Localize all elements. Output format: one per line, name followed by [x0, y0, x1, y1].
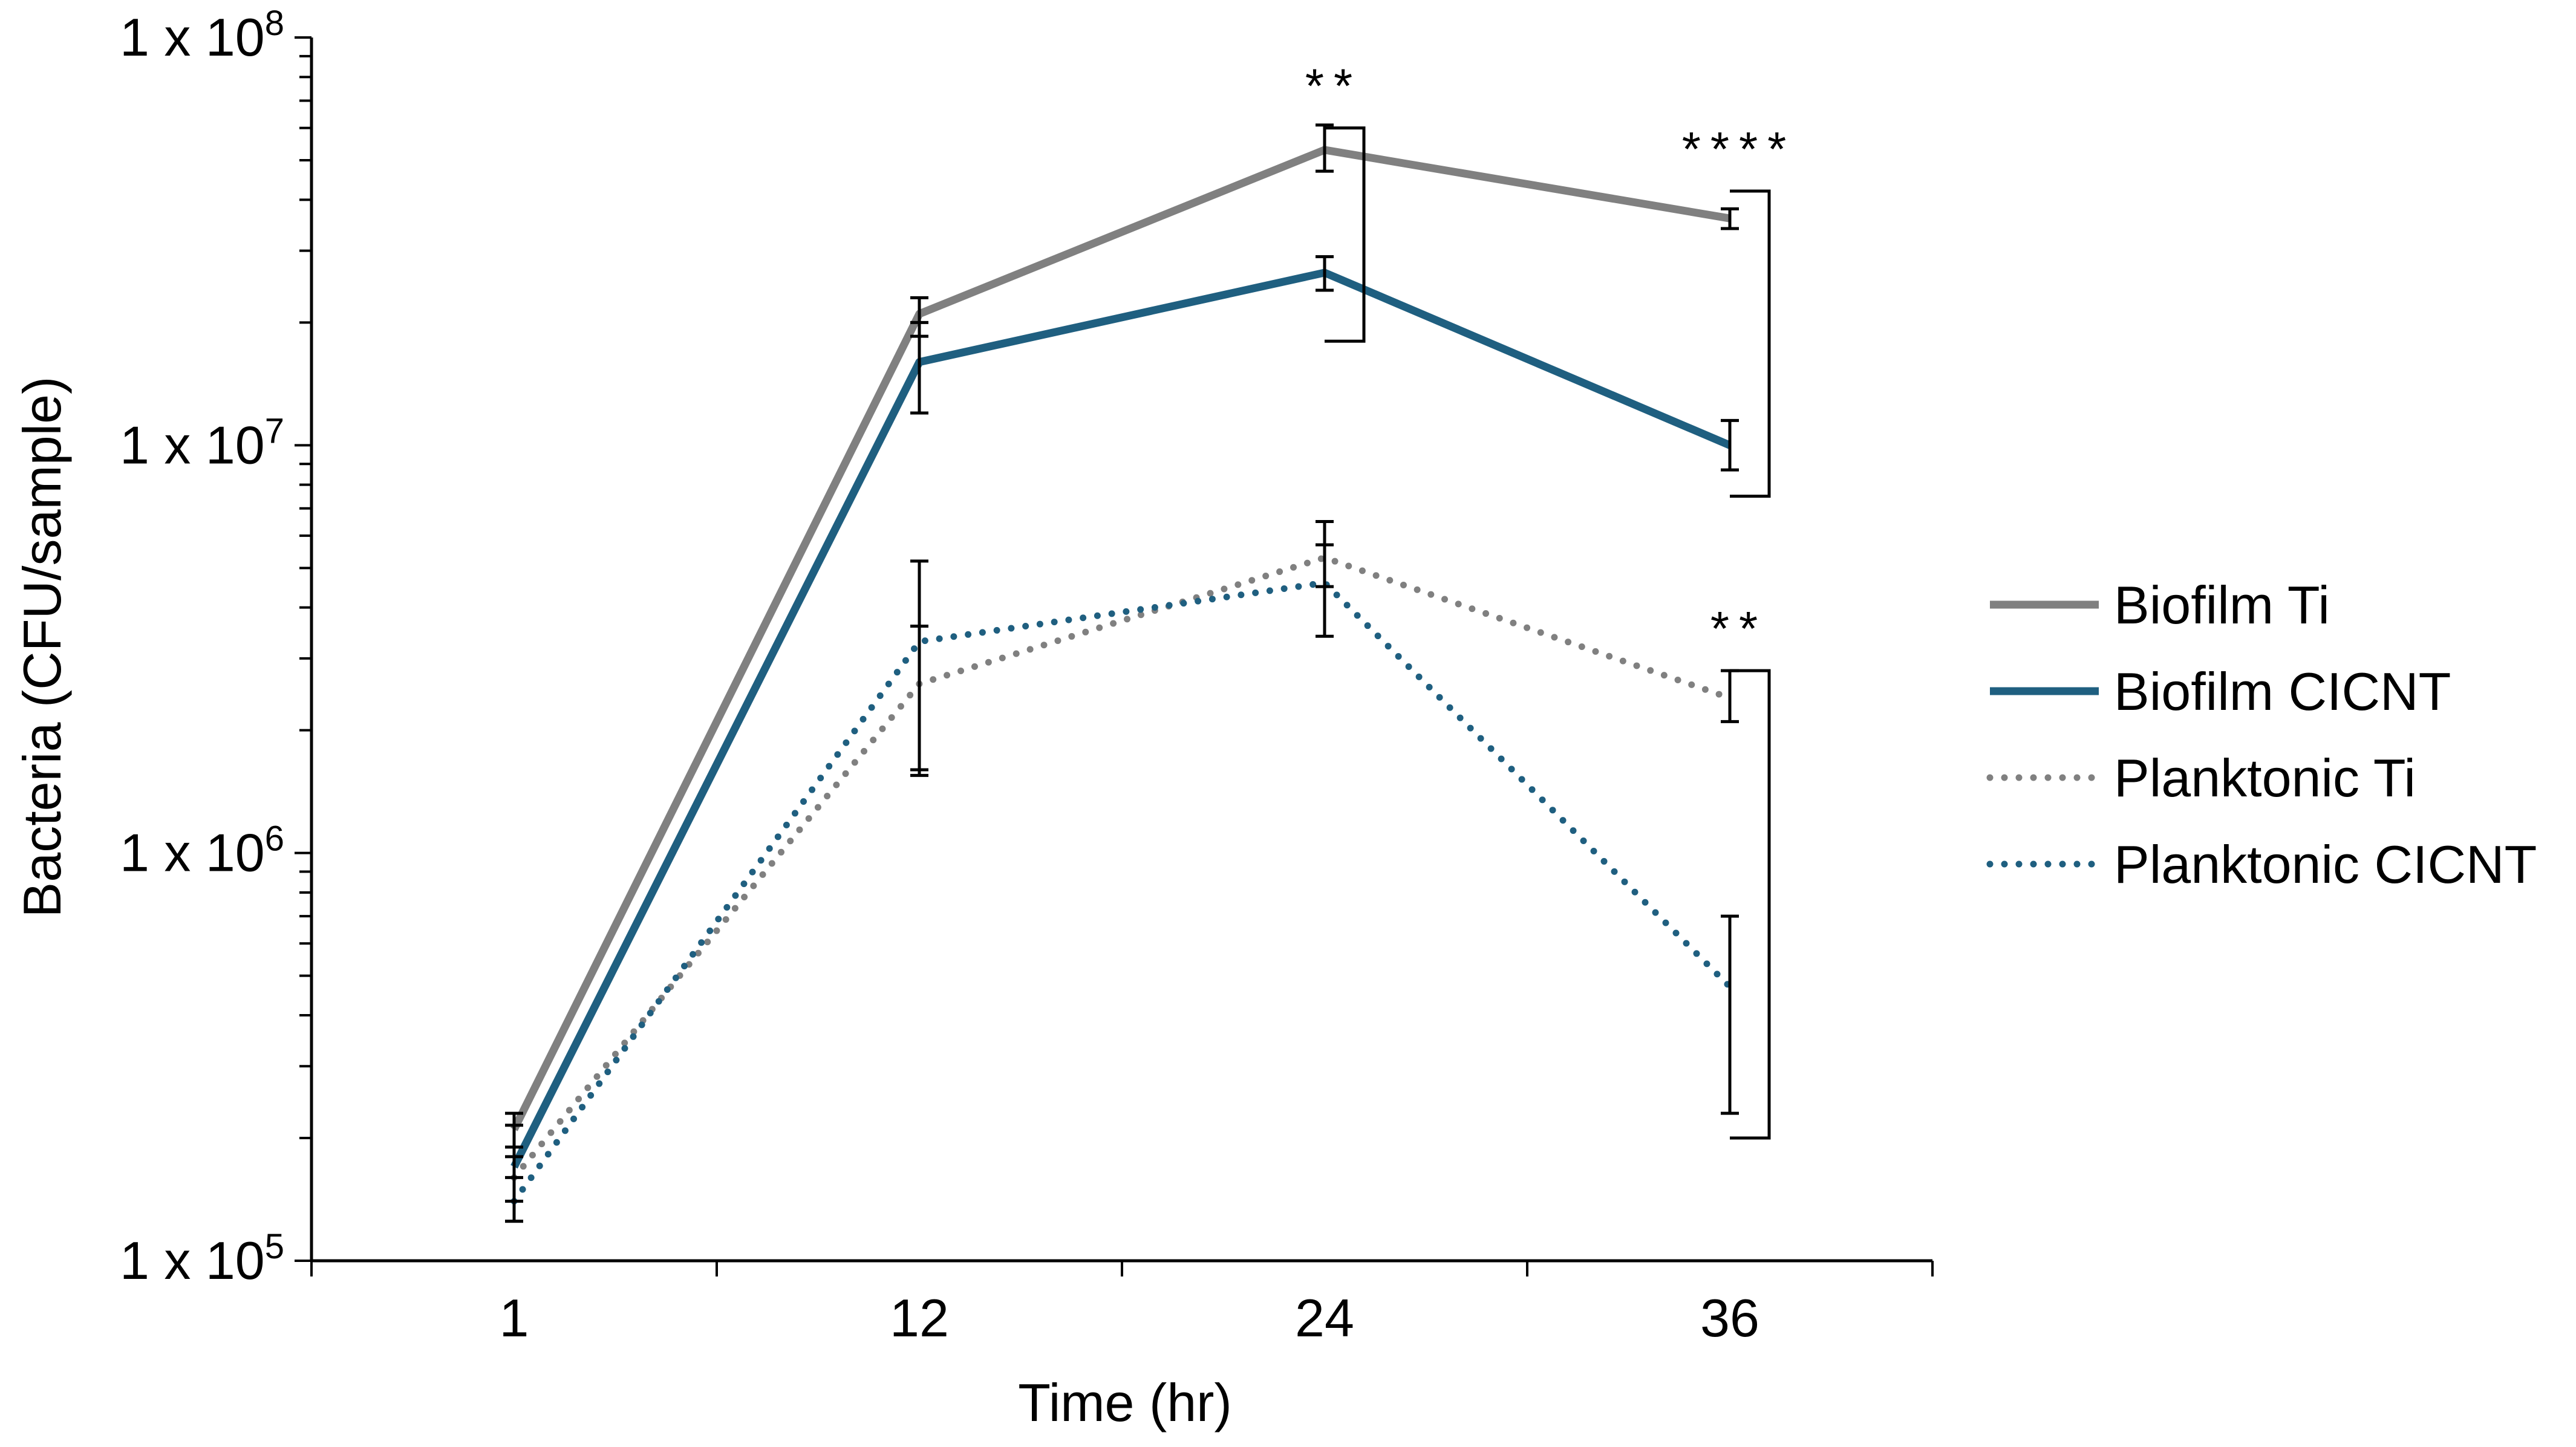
y-tick-label: 1 x 107 [120, 411, 284, 475]
legend-label: Biofilm CICNT [2114, 662, 2451, 721]
series-line-planktonic-ti [510, 554, 1733, 1181]
series-line-biofilm-ti [510, 146, 1731, 1131]
significance-label: **** [1682, 122, 1796, 176]
significance-bracket [1325, 126, 1366, 343]
x-tick-label: 36 [1700, 1288, 1759, 1348]
significance-label: ** [1305, 59, 1362, 113]
series-lines [510, 146, 1733, 1205]
significance-bracket [1730, 189, 1771, 498]
x-axis-title: Time (hr) [1018, 1373, 1232, 1432]
y-tick-label: 1 x 106 [120, 819, 284, 883]
x-tick-label: 12 [890, 1288, 949, 1348]
series-line-biofilm-cicnt [510, 268, 1732, 1169]
series-line-planktonic-cicnt [510, 579, 1733, 1205]
y-axis-title: Bacteria (CFU/sample) [12, 377, 72, 918]
error-bars [505, 123, 1739, 1223]
x-tick-label: 24 [1295, 1288, 1354, 1348]
tick-labels: 1 x 105 1 x 106 1 x 107 1 x 108 1 12 24 36 [120, 4, 1759, 1348]
legend-label: Planktonic CICNT [2114, 834, 2537, 894]
legend: Biofilm Ti Biofilm CICNT Planktonic Ti Plan… [1986, 575, 2537, 894]
y-tick-label: 1 x 108 [120, 4, 284, 67]
x-tick-label: 1 [500, 1288, 529, 1348]
legend-label: Biofilm Ti [2114, 575, 2330, 635]
legend-label: Planktonic Ti [2114, 748, 2416, 808]
axes [295, 36, 1934, 1276]
significance-brackets: ******** [1305, 59, 1796, 1140]
significance-label: ** [1710, 602, 1767, 655]
y-tick-label: 1 x 105 [120, 1227, 284, 1290]
significance-bracket [1730, 669, 1771, 1140]
